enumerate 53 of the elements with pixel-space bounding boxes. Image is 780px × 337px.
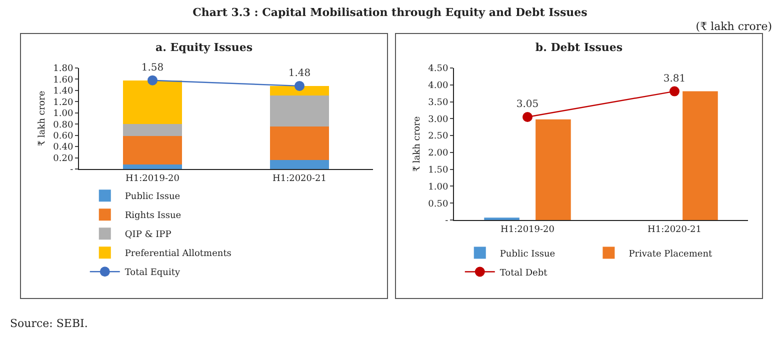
y-tick-label: 0.80 (53, 120, 74, 130)
bar (270, 86, 329, 96)
y-tick-label: 1.20 (53, 98, 74, 108)
y-tick-label: 3.50 (428, 98, 448, 108)
source-note: Source: SEBI. (10, 317, 88, 330)
chart-title: a. Equity Issues (155, 40, 253, 54)
bar (123, 80, 182, 124)
y-tick-label: 1.60 (53, 75, 74, 86)
chart-title: b. Debt Issues (535, 40, 623, 54)
y-tick-label: 1.00 (53, 109, 74, 120)
y-tick-label: - (70, 165, 74, 176)
legend-label: Private Placement (628, 249, 713, 260)
legend-label: Public Issue (500, 249, 556, 260)
legend-label: Preferential Allotments (124, 249, 232, 260)
y-tick-label: 0.40 (53, 142, 74, 153)
y-tick-label: 4.00 (428, 81, 448, 92)
y-tick-label: 2.00 (428, 148, 448, 159)
y-axis-title: ₹ lakh crore (38, 90, 48, 146)
y-tick-label: 3.00 (428, 114, 448, 125)
x-tick-label: H1:2020-21 (272, 174, 327, 184)
bar (123, 164, 182, 169)
bar (270, 160, 329, 169)
bar (536, 119, 571, 220)
bar (270, 126, 329, 160)
bar (123, 136, 182, 165)
y-tick-label: 0.60 (53, 131, 74, 142)
x-tick-label: H1:2020-21 (647, 224, 702, 235)
legend-label: Total Equity (124, 268, 181, 278)
y-tick-label: 1.50 (428, 165, 448, 176)
x-tick-label: H1:2019-20 (500, 224, 555, 235)
y-tick-label: 1.80 (53, 64, 74, 74)
data-label: 3.05 (516, 99, 539, 110)
data-label: 1.48 (288, 68, 311, 80)
caption: Chart 3.3 : Capital Mobilisation through Equity and Debt Issues (192, 6, 588, 19)
y-tick-label: 2.50 (428, 132, 448, 142)
y-tick-label: - (445, 216, 448, 226)
y-tick-label: 1.40 (53, 86, 74, 97)
legend-label: Rights Issue (124, 211, 182, 222)
legend-label: Total Debt (500, 268, 548, 278)
x-tick-label: H1:2019-20 (125, 174, 180, 184)
y-tick-label: 1.00 (428, 182, 448, 192)
data-label: 3.81 (663, 74, 686, 85)
legend-label: Public Issue (124, 192, 180, 202)
y-tick-label: 0.20 (53, 154, 74, 164)
y-tick-label: 4.50 (428, 64, 448, 74)
legend-label: QIP & IPP (124, 230, 172, 240)
text: (₹ lakh crore) (696, 20, 772, 33)
y-axis-title: ₹ lakh crore (412, 116, 423, 172)
data-label: 1.58 (141, 62, 164, 74)
bar (123, 124, 182, 136)
bar (270, 95, 329, 126)
y-tick-label: 0.50 (428, 199, 448, 210)
bar (682, 91, 718, 220)
